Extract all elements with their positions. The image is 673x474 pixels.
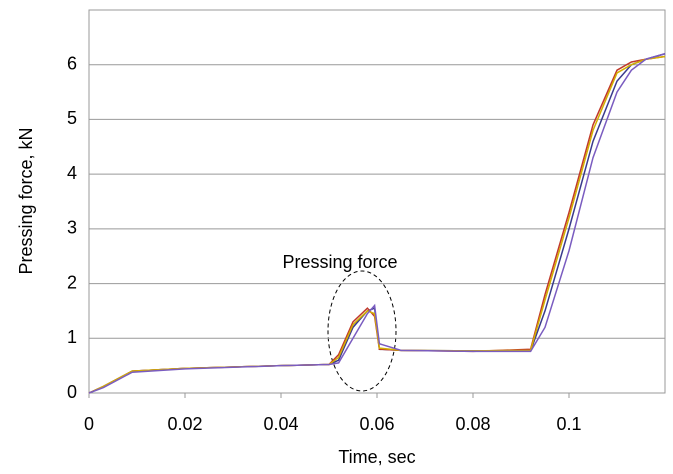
- y-axis-label: Pressing force, kN: [16, 127, 36, 274]
- x-tick-label: 0.06: [359, 414, 394, 434]
- x-tick-label: 0.02: [167, 414, 202, 434]
- series-line: [88, 55, 666, 394]
- y-tick-label: 2: [67, 272, 77, 292]
- x-axis-label: Time, sec: [338, 447, 415, 467]
- x-tick-label: 0.08: [455, 414, 490, 434]
- series-line: [88, 53, 666, 394]
- annotation-ellipse: [327, 270, 397, 392]
- y-tick-label: 4: [67, 163, 77, 183]
- y-tick-label: 3: [67, 218, 77, 238]
- y-tick-label: 5: [67, 108, 77, 128]
- x-tick-label: 0.1: [556, 414, 581, 434]
- annotation: Pressing force: [282, 252, 397, 272]
- y-tick-label: 0: [67, 382, 77, 402]
- series-line: [88, 55, 666, 394]
- series-line: [88, 53, 666, 394]
- y-tick-label: 1: [67, 327, 77, 347]
- y-tick-label: 6: [67, 53, 77, 73]
- x-tick-label: 0.04: [263, 414, 298, 434]
- x-tick-label: 0: [84, 414, 94, 434]
